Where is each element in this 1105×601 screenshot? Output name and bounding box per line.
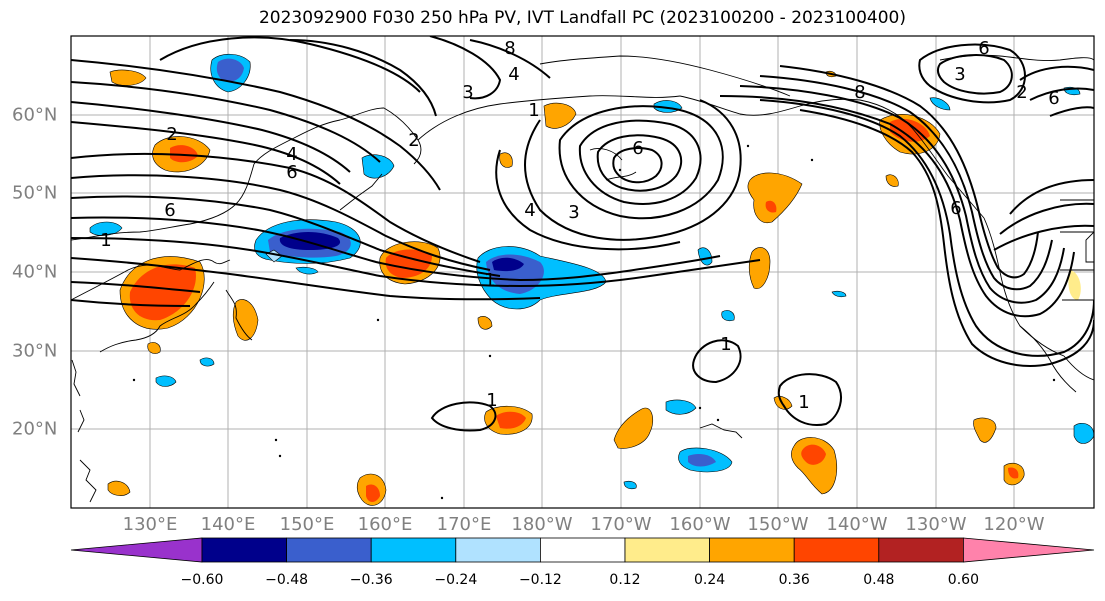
- colorbar-bin: [878, 537, 964, 563]
- colorbar-bin: [201, 537, 287, 563]
- colorbar-tick-label: −0.36: [349, 572, 393, 588]
- colorbar-tick-label: 0.48: [863, 572, 895, 588]
- longitude-label: 160°W: [669, 514, 731, 535]
- longitude-label: 160°E: [357, 514, 413, 535]
- contour-label: 1: [528, 100, 539, 121]
- contour-label: 3: [568, 202, 579, 223]
- longitude-label: 120°W: [983, 514, 1045, 535]
- colorbar-bin: [793, 537, 880, 563]
- colorbar-bin: [286, 537, 372, 563]
- contour-label: 4: [286, 144, 297, 165]
- contour-label: 1: [486, 390, 497, 411]
- longitude-label: 170°W: [590, 514, 652, 535]
- contour-label: 6: [632, 138, 643, 159]
- longitude-label: 140°W: [826, 514, 888, 535]
- contour-label: 6: [1048, 88, 1059, 109]
- contour-label: 3: [462, 82, 473, 103]
- contour-label: 1: [484, 270, 495, 291]
- contour-label: 2: [166, 124, 177, 145]
- longitude-label: 180°W: [511, 514, 573, 535]
- map-frame: [70, 35, 1095, 509]
- longitude-label: 140°E: [200, 514, 256, 535]
- latitude-label: 60°N: [12, 104, 58, 126]
- contour-label: 6: [164, 200, 175, 221]
- colorbar-tick-label: −0.24: [434, 572, 478, 588]
- longitude-label: 170°E: [436, 514, 492, 535]
- colorbar-bin: [370, 537, 457, 563]
- contour-labels: 2 4 6 6 1 1 1 1 2 3 4 6 3 4 6 8 6 3 2 1 …: [100, 38, 1059, 413]
- latitude-label: 30°N: [12, 340, 58, 362]
- contour-label: 1: [798, 392, 809, 413]
- colorbar-tick-label: 0.24: [694, 572, 726, 588]
- map-title: 2023092900 F030 250 hPa PV, IVT Landfall…: [258, 8, 906, 28]
- colorbar: [70, 537, 1095, 563]
- latitude-label: 20°N: [12, 418, 58, 440]
- contour-label: 6: [978, 38, 989, 59]
- contour-label: 3: [954, 64, 965, 85]
- contour-label: 8: [854, 82, 865, 103]
- contour-label: 4: [508, 64, 519, 85]
- colorbar-extend-high: [963, 537, 1095, 563]
- latitude-label: 40°N: [12, 261, 58, 283]
- contour-label: 6: [950, 198, 961, 219]
- contour-label: 2: [408, 130, 419, 151]
- colorbar-tick-label: 0.12: [609, 572, 641, 588]
- colorbar-bin: [709, 537, 795, 563]
- contour-label: 8: [504, 38, 515, 59]
- longitude-label: 150°E: [279, 514, 335, 535]
- latitude-label: 50°N: [12, 182, 58, 204]
- contour-label: 4: [524, 200, 535, 221]
- colorbar-tick-label: −0.48: [265, 572, 309, 588]
- colorbar-tick-label: 0.36: [778, 572, 810, 588]
- longitude-label: 130°E: [122, 514, 178, 535]
- islands: [132, 144, 1056, 500]
- colorbar-tick-label: −0.12: [518, 572, 562, 588]
- colorbar-tick-label: −0.60: [180, 572, 224, 588]
- colorbar-tick-label: 0.60: [947, 572, 979, 588]
- pv-anomaly-negative: [89, 53, 1094, 490]
- contour-label: 1: [100, 230, 111, 251]
- longitude-label: 130°W: [905, 514, 967, 535]
- contour-label: 1: [720, 334, 731, 355]
- colorbar-bin: [624, 537, 710, 563]
- contour-label: 6: [286, 162, 297, 183]
- colorbar-bin: [540, 537, 626, 563]
- longitude-label: 150°W: [747, 514, 809, 535]
- colorbar-bin: [455, 537, 541, 563]
- ivt-contours: [71, 36, 1094, 432]
- contour-label: 2: [1016, 82, 1027, 103]
- colorbar-extend-low: [70, 537, 203, 563]
